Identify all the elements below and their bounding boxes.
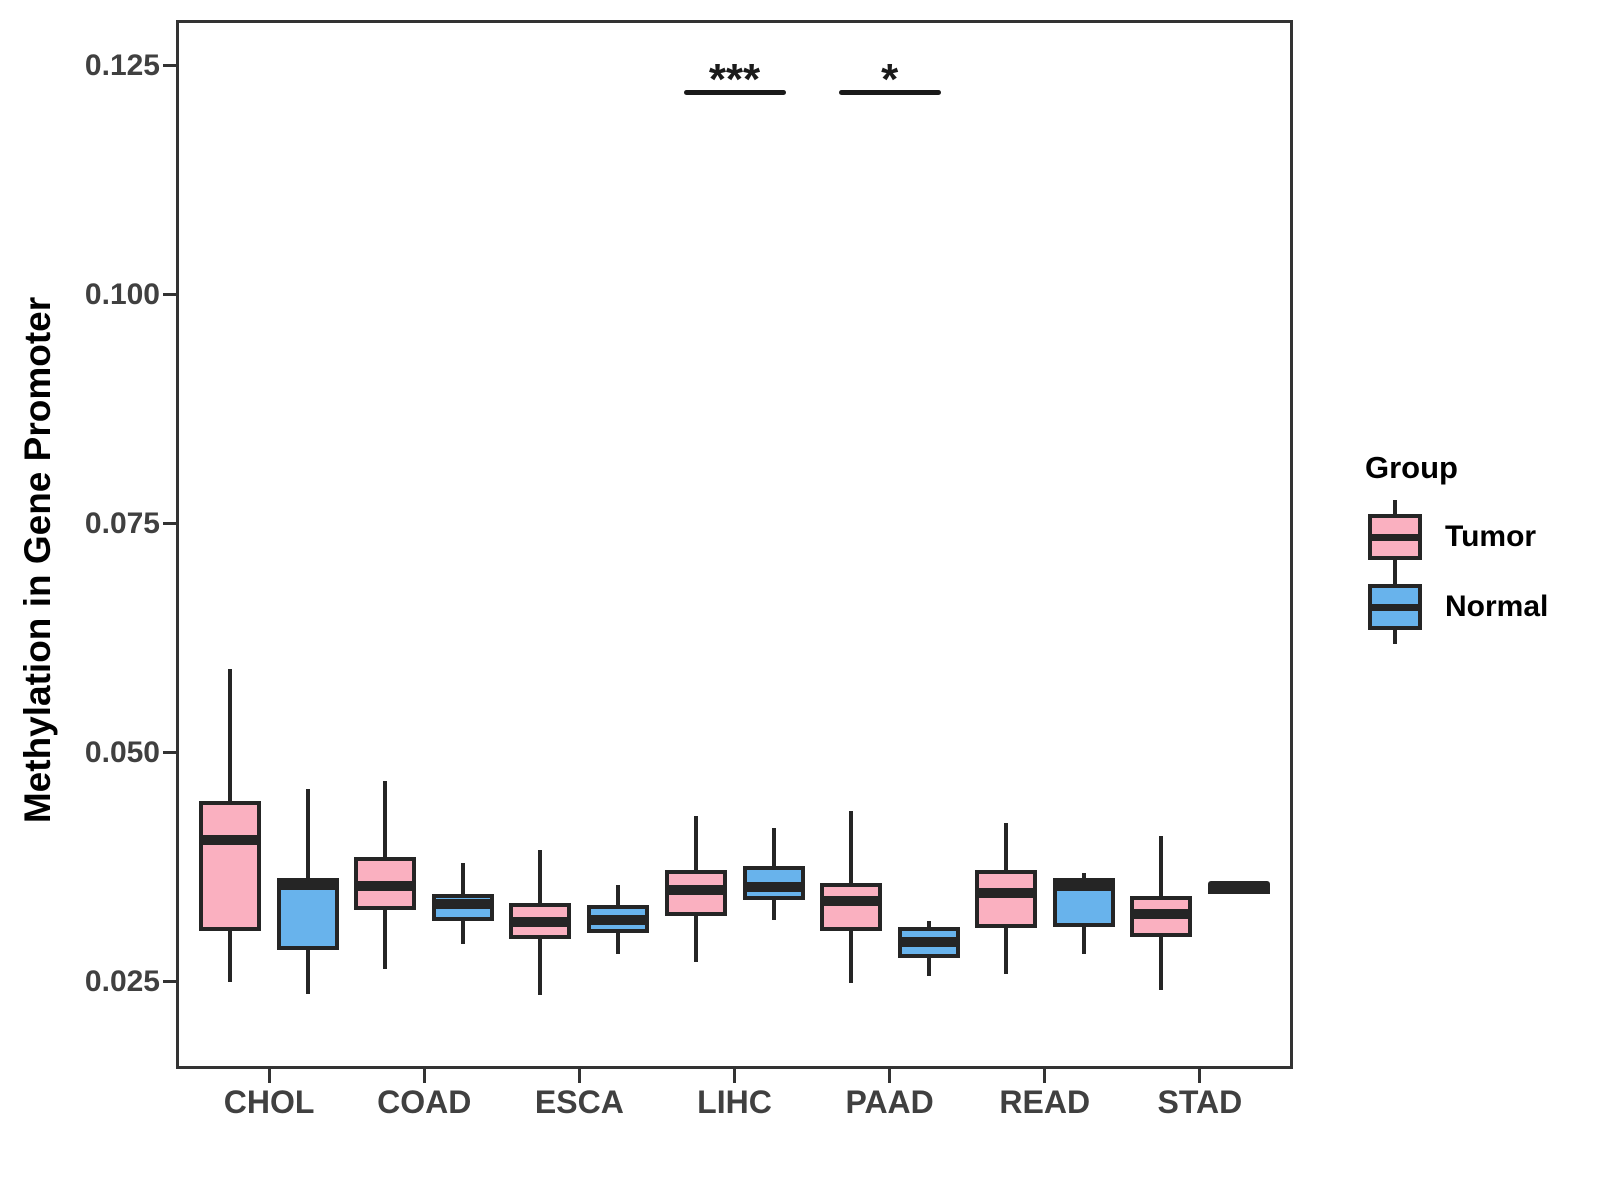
median-line-stad-tumor: [1129, 909, 1192, 920]
legend-title: Group: [1365, 450, 1458, 485]
key-median: [1368, 604, 1422, 611]
significance-label-paad: *: [881, 54, 899, 104]
legend: Group Tumor Normal: [1330, 450, 1600, 644]
significance-line-paad: [838, 89, 941, 95]
boxplot-key-icon: [1368, 570, 1422, 644]
y-tick-label: 0.025: [84, 964, 160, 998]
significance-line-lihc: [683, 89, 786, 95]
legend-items: Tumor Normal: [1330, 500, 1600, 644]
median-line-coad-normal: [432, 899, 495, 910]
x-tick-mark: [1198, 1069, 1202, 1083]
plot-panel: [176, 20, 1293, 1069]
legend-item-label: Tumor: [1445, 520, 1537, 553]
x-tick-label-coad: COAD: [377, 1084, 472, 1120]
x-tick-mark: [888, 1069, 892, 1083]
median-line-esca-normal: [587, 914, 650, 925]
x-tick-mark: [267, 1069, 271, 1083]
median-line-read-normal: [1052, 880, 1115, 891]
y-tick-mark: [163, 64, 176, 68]
x-tick-label-stad: STAD: [1157, 1084, 1243, 1120]
x-tick-label-chol: CHOL: [223, 1084, 315, 1120]
y-tick-label: 0.075: [84, 506, 160, 540]
x-tick-mark: [1043, 1069, 1047, 1083]
median-line-chol-normal: [277, 879, 340, 890]
box-paad-tumor: [819, 883, 882, 931]
median-line-esca-tumor: [509, 917, 572, 928]
x-tick-label-paad: PAAD: [845, 1084, 934, 1120]
x-tick-mark: [422, 1069, 426, 1083]
y-tick-mark: [163, 980, 176, 984]
x-tick-mark: [733, 1069, 736, 1083]
legend-item-label: Normal: [1445, 590, 1549, 623]
significance-label-lihc: ***: [708, 54, 761, 104]
y-tick-label: 0.050: [84, 735, 160, 769]
median-line-paad-normal: [897, 936, 960, 947]
box-read-tumor: [974, 870, 1037, 928]
median-line-lihc-tumor: [664, 885, 727, 896]
median-line-stad-normal: [1207, 880, 1270, 891]
median-line-lihc-normal: [742, 881, 805, 892]
box-chol-tumor: [199, 800, 262, 931]
x-tick-mark: [577, 1069, 581, 1083]
y-tick-mark: [163, 293, 176, 297]
x-tick-label-read: READ: [999, 1084, 1091, 1120]
y-tick-mark: [163, 522, 176, 526]
y-tick-label: 0.125: [84, 48, 160, 82]
x-tick-label-lihc: LIHC: [697, 1084, 772, 1120]
median-line-read-tumor: [974, 888, 1037, 899]
key-median: [1368, 534, 1422, 541]
median-line-paad-tumor: [819, 896, 882, 907]
boxplot-key-icon: [1368, 500, 1422, 574]
legend-item-normal: Normal: [1330, 570, 1600, 644]
x-tick-label-esca: ESCA: [534, 1084, 624, 1120]
legend-item-tumor: Tumor: [1330, 500, 1600, 574]
median-line-chol-tumor: [199, 834, 262, 845]
y-tick-label: 0.100: [84, 277, 160, 311]
y-tick-mark: [163, 751, 176, 755]
median-line-coad-tumor: [354, 880, 417, 891]
y-axis-title: Methylation in Gene Promoter: [17, 296, 58, 824]
